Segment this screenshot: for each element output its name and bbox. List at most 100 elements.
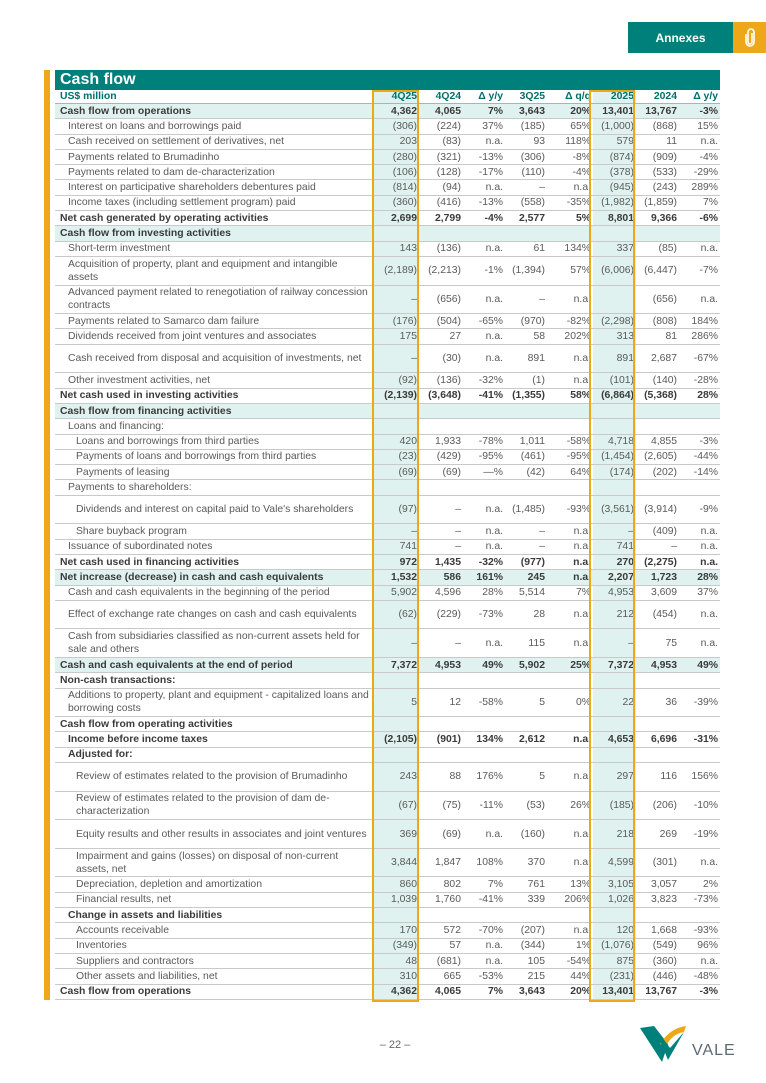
row-value: – bbox=[455, 525, 461, 537]
row-value: -10% bbox=[693, 799, 718, 811]
row-value bbox=[547, 673, 593, 687]
row-value: (349) bbox=[372, 938, 419, 953]
row-value: -93% bbox=[693, 924, 718, 936]
row-value bbox=[372, 403, 419, 419]
column-header: 4Q25 bbox=[372, 90, 419, 103]
row-value: -95% bbox=[478, 451, 503, 463]
row-value: (62) bbox=[372, 600, 419, 629]
row-value: 339 bbox=[527, 894, 545, 906]
row-value bbox=[372, 908, 419, 923]
row-value: (136) bbox=[436, 374, 461, 386]
row-value: 156% bbox=[691, 771, 718, 783]
column-header: 3Q25 bbox=[519, 91, 545, 102]
row-value bbox=[636, 404, 679, 418]
row-value bbox=[547, 226, 593, 240]
row-value: 93 bbox=[533, 136, 545, 148]
row-value: 37% bbox=[482, 120, 503, 132]
row-value bbox=[419, 748, 463, 762]
row-value: n.a. bbox=[573, 525, 591, 537]
row-value bbox=[505, 419, 547, 433]
row-value: (321) bbox=[436, 151, 461, 163]
row-value: n.a. bbox=[573, 556, 591, 568]
row-value: (454) bbox=[652, 609, 677, 621]
table-row: Payments related to Brumadinho (280) (321)… bbox=[55, 149, 720, 166]
row-value: -48% bbox=[693, 970, 718, 982]
row-value: (140) bbox=[652, 374, 677, 386]
row-label: Cash flow from financing activities bbox=[60, 405, 232, 417]
table-row: Interest on participative shareholders d… bbox=[55, 180, 720, 196]
row-value: -73% bbox=[693, 894, 718, 906]
row-value: 7% bbox=[487, 105, 503, 117]
row-label: Equity results and other results in asso… bbox=[76, 828, 367, 840]
row-value: (2,189) bbox=[372, 256, 419, 285]
annexes-section-tab[interactable]: Annexes bbox=[628, 22, 733, 53]
row-label: Dividends and interest on capital paid t… bbox=[76, 504, 354, 516]
row-value: n.a. bbox=[485, 136, 503, 148]
row-value: 1,760 bbox=[434, 894, 461, 906]
row-value: (2,275) bbox=[644, 556, 677, 568]
row-value: -7% bbox=[699, 265, 718, 277]
row-value: – bbox=[539, 293, 545, 305]
row-value: (977) bbox=[520, 556, 545, 568]
row-value bbox=[505, 908, 547, 922]
row-value bbox=[679, 226, 720, 240]
row-value: 1,933 bbox=[434, 436, 461, 448]
row-value: n.a. bbox=[573, 609, 591, 621]
row-value: 3,609 bbox=[650, 587, 677, 599]
row-value: (83) bbox=[442, 136, 461, 148]
row-value: (6,447) bbox=[644, 265, 677, 277]
row-value: 28 bbox=[533, 609, 545, 621]
row-value: (874) bbox=[593, 149, 636, 165]
vale-logo: VALE bbox=[640, 1022, 740, 1069]
row-value: 28% bbox=[697, 571, 718, 583]
row-value bbox=[463, 673, 505, 687]
row-value: 269 bbox=[659, 828, 677, 840]
row-value bbox=[463, 908, 505, 922]
row-value: -95% bbox=[566, 451, 591, 463]
table-row: Inventories (349) 57 n.a. (344) 1% (1,076) (549… bbox=[55, 938, 720, 954]
row-value: -54% bbox=[566, 955, 591, 967]
row-value: 741 bbox=[372, 539, 419, 554]
row-value: 4,596 bbox=[434, 587, 461, 599]
row-value: -35% bbox=[566, 197, 591, 209]
row-value bbox=[636, 226, 679, 240]
row-label: Review of estimates related to the provi… bbox=[76, 771, 348, 783]
row-value bbox=[463, 748, 505, 762]
row-value: 665 bbox=[443, 970, 461, 982]
row-value: (909) bbox=[652, 151, 677, 163]
row-value: 5,902 bbox=[518, 659, 545, 671]
row-value: (106) bbox=[372, 165, 419, 180]
table-row: Cash flow from operations 4,362 4,065 7% 3,6… bbox=[55, 104, 720, 120]
row-value: (533) bbox=[652, 166, 677, 178]
table-row: Loans and financing: bbox=[55, 419, 720, 435]
row-value: (110) bbox=[521, 166, 546, 178]
row-value: 2,687 bbox=[650, 353, 677, 365]
row-value: 13,767 bbox=[645, 105, 677, 117]
row-label: Dividends received from joint ventures a… bbox=[68, 331, 317, 343]
row-value: 3,057 bbox=[650, 879, 677, 891]
row-value: 2,612 bbox=[518, 734, 545, 746]
row-value bbox=[679, 419, 720, 433]
table-row: Interest on loans and borrowings paid (30… bbox=[55, 119, 720, 135]
row-value: -29% bbox=[693, 166, 718, 178]
row-value: (207) bbox=[520, 924, 545, 936]
row-label: Change in assets and liabilities bbox=[68, 909, 223, 921]
table-row: Net cash used in investing activities (2,… bbox=[55, 388, 720, 404]
row-value: 170 bbox=[372, 923, 419, 938]
row-value: (808) bbox=[652, 315, 677, 327]
row-value: 64% bbox=[570, 466, 591, 478]
table-row: Advanced payment related to renegotiatio… bbox=[55, 285, 720, 315]
row-value: 2,699 bbox=[372, 211, 419, 226]
section-accent-bar bbox=[44, 70, 50, 1000]
row-value bbox=[419, 404, 463, 418]
table-row: Adjusted for: bbox=[55, 747, 720, 764]
row-value bbox=[463, 419, 505, 433]
row-label: Cash and cash equivalents in the beginni… bbox=[68, 587, 330, 599]
row-label: Payments of leasing bbox=[76, 466, 170, 478]
row-value: 369 bbox=[372, 820, 419, 848]
row-value: 7,372 bbox=[593, 657, 636, 673]
row-label: Loans and borrowings from third parties bbox=[76, 436, 260, 448]
row-value: n.a. bbox=[573, 353, 591, 365]
row-value bbox=[593, 285, 636, 314]
row-label: Net cash generated by operating activiti… bbox=[60, 212, 269, 224]
